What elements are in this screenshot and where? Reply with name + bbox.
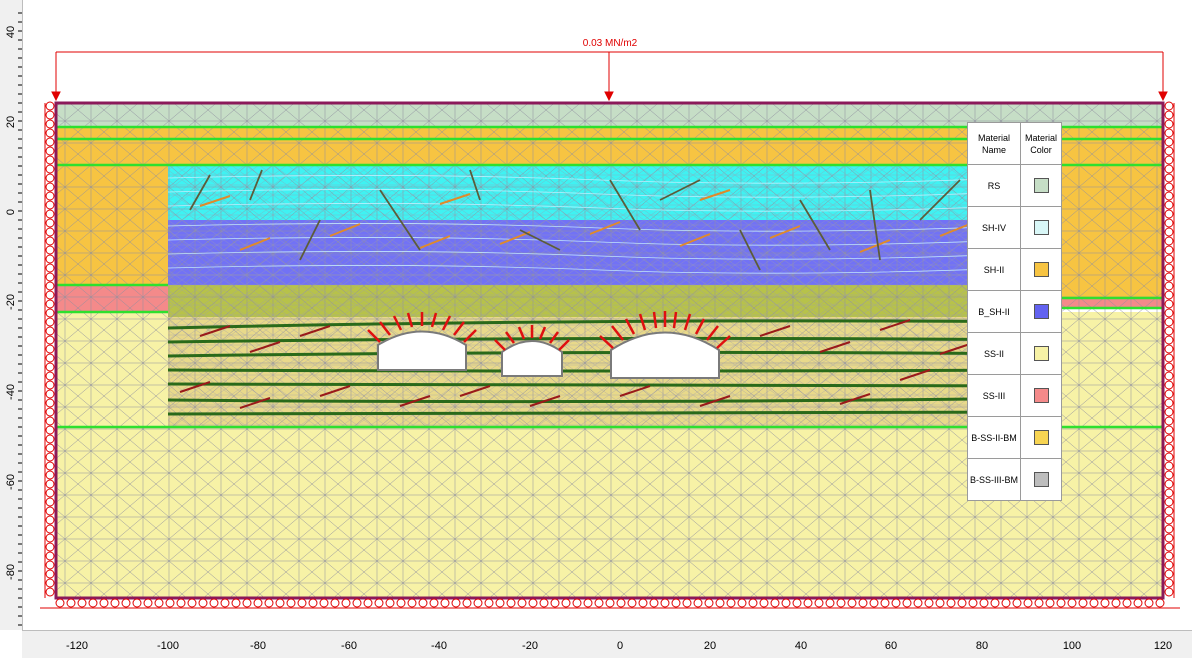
y-tick-label: -80	[5, 564, 17, 580]
color-swatch	[1033, 472, 1049, 487]
x-tick-label: -80	[250, 640, 266, 652]
y-tick-label: 0	[5, 208, 17, 216]
y-tick-label: 40	[5, 25, 17, 39]
load-label: 0.03 MN/m2	[582, 38, 638, 49]
legend-row[interactable]: B-SS-II-BM	[967, 416, 1062, 459]
legend-row[interactable]: SH-IV	[967, 206, 1062, 249]
tunnel-3	[610, 331, 720, 379]
x-tick-label: -100	[156, 640, 180, 652]
x-tick-label: 40	[794, 640, 808, 652]
color-swatch	[1033, 304, 1049, 319]
legend-row[interactable]: SH-II	[967, 248, 1062, 291]
color-swatch	[1033, 388, 1049, 403]
roller-supports-right	[1164, 101, 1175, 598]
x-tick-label: 120	[1153, 640, 1173, 652]
y-tick-label: -60	[5, 474, 17, 490]
y-axis-ticks	[18, 12, 22, 626]
legend-header: Material Name Material Color	[967, 122, 1062, 165]
color-swatch	[1033, 262, 1049, 277]
vertical-ruler	[0, 0, 23, 630]
legend-swatch-cell	[1020, 248, 1062, 291]
liner-lines	[167, 319, 1063, 416]
legend-material-name: SS-III	[967, 374, 1021, 417]
roller-supports-left	[44, 101, 55, 598]
x-tick-label: -20	[522, 640, 538, 652]
legend-material-name: SH-IV	[967, 206, 1021, 249]
legend-material-name: B-SS-II-BM	[967, 416, 1021, 459]
horizontal-ruler	[22, 630, 1192, 658]
legend-swatch-cell	[1020, 332, 1062, 375]
pin-supports-bottom	[40, 598, 1180, 609]
legend-material-name: B_SH-II	[967, 290, 1021, 333]
color-swatch	[1033, 178, 1049, 193]
y-tick-label: 20	[5, 115, 17, 129]
color-swatch	[1033, 430, 1049, 445]
x-tick-label: 100	[1062, 640, 1082, 652]
legend-row[interactable]: RS	[967, 164, 1062, 207]
y-tick-label: -40	[5, 384, 17, 400]
model-boundary	[54, 101, 1165, 600]
x-tick-label: 80	[975, 640, 989, 652]
tunnel-bolt-fans	[367, 311, 731, 351]
x-tick-label: 20	[703, 640, 717, 652]
legend-material-name: SH-II	[967, 248, 1021, 291]
legend-swatch-cell	[1020, 164, 1062, 207]
legend-material-name: B-SS-III-BM	[967, 458, 1021, 501]
legend-swatch-cell	[1020, 290, 1062, 333]
legend-header-color: Material Color	[1020, 122, 1062, 165]
joint-lines	[167, 175, 1063, 274]
legend-header-name: Material Name	[967, 122, 1021, 165]
legend-row[interactable]: SS-II	[967, 332, 1062, 375]
color-swatch	[1033, 220, 1049, 235]
legend-row[interactable]: B-SS-III-BM	[967, 458, 1062, 501]
rock-bolts	[199, 189, 971, 253]
legend-row[interactable]: B_SH-II	[967, 290, 1062, 333]
x-tick-label: 60	[884, 640, 898, 652]
mesh-overlay-fine	[168, 165, 1062, 427]
x-tick-label: -40	[431, 640, 447, 652]
legend-swatch-cell	[1020, 458, 1062, 501]
legend-swatch-cell	[1020, 374, 1062, 417]
x-tick-label: -60	[341, 640, 357, 652]
x-tick-label: 0	[616, 640, 624, 652]
tunnel-1	[377, 330, 467, 371]
legend-material-name: RS	[967, 164, 1021, 207]
tunnel-2	[501, 340, 563, 377]
discontinuities	[189, 169, 1031, 271]
anchor-bolts	[179, 305, 1011, 409]
legend-row[interactable]: SS-III	[967, 374, 1062, 417]
legend-material-name: SS-II	[967, 332, 1021, 375]
distributed-load	[51, 51, 1168, 102]
color-swatch	[1033, 346, 1049, 361]
x-tick-label: -120	[65, 640, 89, 652]
y-tick-label: -20	[5, 294, 17, 310]
legend-swatch-cell	[1020, 416, 1062, 459]
material-legend[interactable]: Material Name Material Color RS SH-IV SH…	[967, 122, 1062, 501]
legend-swatch-cell	[1020, 206, 1062, 249]
